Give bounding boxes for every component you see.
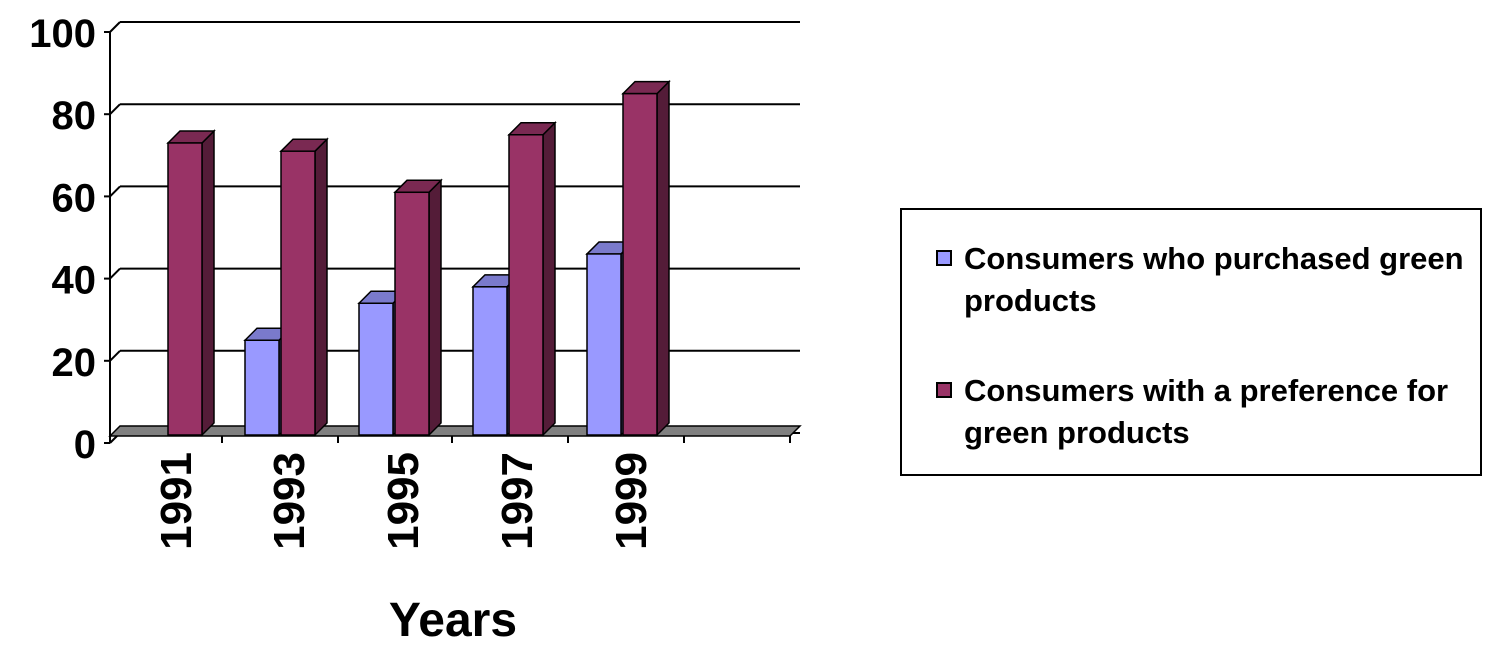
gridlines bbox=[109, 21, 800, 444]
gridline-depth bbox=[109, 185, 121, 198]
legend-label-purchased: Consumers who purchased green products bbox=[964, 241, 1464, 318]
y-tick-label: 60 bbox=[52, 176, 97, 220]
x-tick-label: 1991 bbox=[152, 452, 201, 550]
legend-label-preference: Consumers with a preference for green pr… bbox=[964, 373, 1449, 450]
bar-preference-1993 bbox=[279, 137, 329, 437]
x-tick-label: 1995 bbox=[379, 452, 428, 550]
legend-swatch-preference bbox=[936, 382, 952, 398]
y-tick-label: 0 bbox=[74, 423, 96, 467]
bar-preference-1995 bbox=[393, 178, 443, 437]
bars bbox=[166, 79, 671, 437]
x-tick-label: 1997 bbox=[493, 452, 542, 550]
gridline-depth bbox=[109, 21, 121, 33]
y-tick-labels: 0 20 40 60 80 100 bbox=[29, 12, 96, 467]
bar-preference-1997 bbox=[507, 120, 557, 437]
legend-item-purchased: Consumers who purchased green products bbox=[936, 238, 1466, 322]
y-tick-label: 20 bbox=[52, 341, 97, 385]
y-tick-label: 100 bbox=[29, 12, 96, 56]
gridline-depth bbox=[109, 267, 121, 280]
x-axis-title: Years bbox=[389, 594, 517, 641]
x-tick-labels: 1991 1993 1995 1997 1999 bbox=[152, 452, 656, 550]
bar-preference-1991 bbox=[166, 129, 216, 437]
y-tick-label: 40 bbox=[52, 259, 97, 303]
legend: Consumers who purchased green products C… bbox=[900, 208, 1482, 476]
gridline-depth bbox=[109, 103, 121, 115]
bar-preference-1999 bbox=[621, 79, 671, 437]
gridline-depth bbox=[109, 350, 121, 362]
legend-item-preference: Consumers with a preference for green pr… bbox=[936, 370, 1466, 454]
x-tick-label: 1999 bbox=[607, 452, 656, 550]
x-tick-label: 1993 bbox=[265, 452, 314, 550]
y-tick-label: 80 bbox=[52, 94, 97, 138]
legend-swatch-purchased bbox=[936, 250, 952, 266]
chart-floor bbox=[108, 425, 802, 437]
